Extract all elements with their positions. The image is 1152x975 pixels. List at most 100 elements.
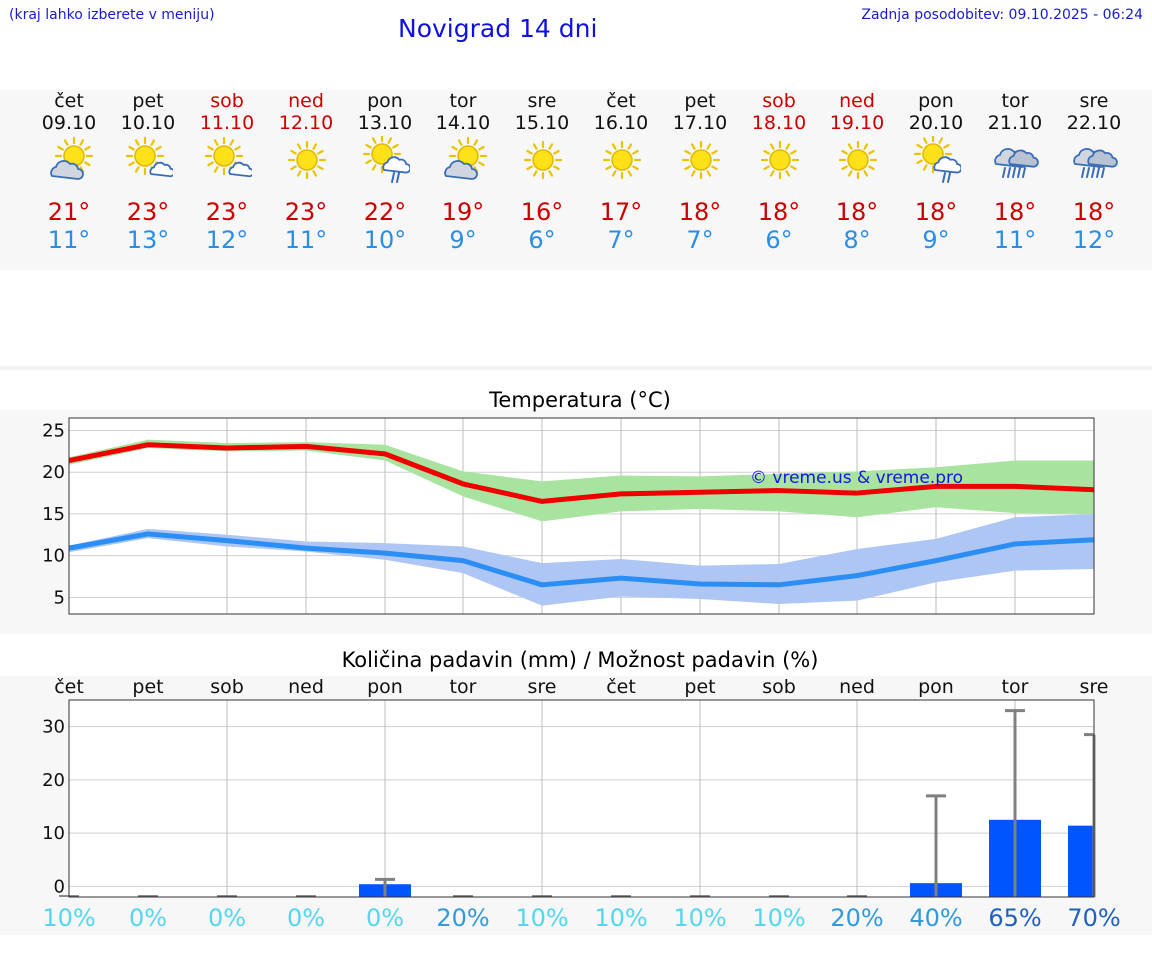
day-name: ned [288,90,324,112]
day-name: tor [1001,90,1029,112]
day-name: čet [54,90,84,112]
x-category-label: tor [450,676,477,698]
y-tick-label: 20 [42,462,65,483]
temp-max: 19° [441,198,485,226]
temp-min: 9° [922,226,950,254]
cloud-rain-icon [1073,148,1118,178]
temp-max: 17° [599,198,643,226]
temp-max: 18° [914,198,958,226]
rain-bar [1068,825,1094,897]
day-date: 16.10 [593,112,649,134]
sun-icon [602,140,642,180]
y-tick-label: 25 [42,421,65,442]
day-date: 21.10 [987,112,1043,134]
x-category-label: sre [528,676,557,698]
day-name: čet [606,90,636,112]
day-date: 19.10 [829,112,885,134]
day-date: 20.10 [908,112,964,134]
x-category-label: pon [367,676,403,698]
precipitation-probability: 70% [1067,904,1121,932]
y-tick-label: 30 [42,717,65,738]
precipitation-probability: 10% [515,904,569,932]
day-name: pon [367,90,403,112]
day-date: 09.10 [41,112,97,134]
temp-max: 18° [1072,198,1116,226]
partly-cloudy-icon [444,136,488,180]
partly-cloudy-icon [50,136,94,180]
precipitation-probability: 10% [594,904,648,932]
day-name: sre [1079,90,1109,112]
day-date: 13.10 [357,112,413,134]
x-category-label: pet [132,676,163,698]
y-tick-label: 15 [42,504,65,525]
precipitation-chart: 0 10 20 30 čet pet sob ned pon tor sre čet pet sob ned… [42,676,1109,898]
sun-icon [287,140,327,180]
min-temp-line [68,531,1095,588]
x-category-label: ned [839,676,875,698]
plot-area [69,700,1094,897]
temp-min: 8° [843,226,871,254]
temp-min: 6° [765,226,793,254]
temp-max: 23° [205,198,249,226]
precipitation-probability: 65% [988,904,1042,932]
last-updated: Zadnja posodobitev: 09.10.2025 - 06:24 [861,7,1143,23]
precipitation-probability: 20% [436,904,490,932]
temp-max: 18° [757,198,801,226]
x-category-label: pet [684,676,715,698]
temp-min: 12° [205,226,249,254]
day-name: pet [132,90,164,112]
sun-icon [760,140,800,180]
precipitation-probability: 20% [830,904,884,932]
day-date: 15.10 [514,112,570,134]
precipitation-probability: 0% [207,904,247,932]
day-date: 18.10 [751,112,807,134]
day-date: 10.10 [120,112,176,134]
day-date: 14.10 [435,112,491,134]
precipitation-probability-row: 10% 0% 0% 0% 0% 20% 10% 10% 10% 10% 20% 40% 65% 70% [0,904,1152,934]
temp-min: 13° [126,226,170,254]
sun-icon [523,140,563,180]
x-category-label: pon [918,676,954,698]
temp-min: 11° [47,226,91,254]
x-category-label: čet [54,676,84,698]
sun-small-cloud-icon [125,136,173,178]
temp-min: 9° [449,226,477,254]
y-tick-label: 0 [54,876,65,897]
precipitation-probability: 10% [673,904,727,932]
day-date: 11.10 [199,112,255,134]
precipitation-probability: 0% [128,904,168,932]
temp-max: 16° [520,198,564,226]
temp-min: 7° [607,226,635,254]
precipitation-probability: 0% [365,904,405,932]
y-tick-label: 5 [54,587,65,608]
x-category-label: tor [1002,676,1029,698]
temp-min: 12° [1072,226,1116,254]
temp-max: 22° [363,198,407,226]
sun-rain-icon [362,136,410,183]
day-name: pet [684,90,716,112]
x-category-label: sre [1080,676,1109,698]
day-date: 22.10 [1066,112,1122,134]
precipitation-probability: 10% [752,904,806,932]
day-name: sob [762,90,796,112]
day-name: sob [210,90,244,112]
sun-icon [681,140,721,180]
y-tick-label: 20 [42,770,65,791]
temp-min: 7° [686,226,714,254]
day-name: tor [449,90,477,112]
plot-frame [68,417,1095,615]
temp-min: 11° [993,226,1037,254]
day-name: pon [918,90,954,112]
precipitation-probability: 10% [42,904,96,932]
precipitation-chart-title: Količina padavin (mm) / Možnost padavin … [341,648,819,672]
divider [0,366,1152,370]
sun-rain-icon [913,136,961,183]
watermark: © vreme.us & vreme.pro [750,468,964,488]
temp-max: 18° [835,198,879,226]
x-category-label: ned [288,676,324,698]
sun-small-cloud-icon [204,136,252,178]
page-title: Novigrad 14 dni [398,14,598,43]
precipitation-probability: 40% [909,904,963,932]
location-hint: (kraj lahko izberete v meniju) [9,7,215,23]
day-name: sre [527,90,557,112]
